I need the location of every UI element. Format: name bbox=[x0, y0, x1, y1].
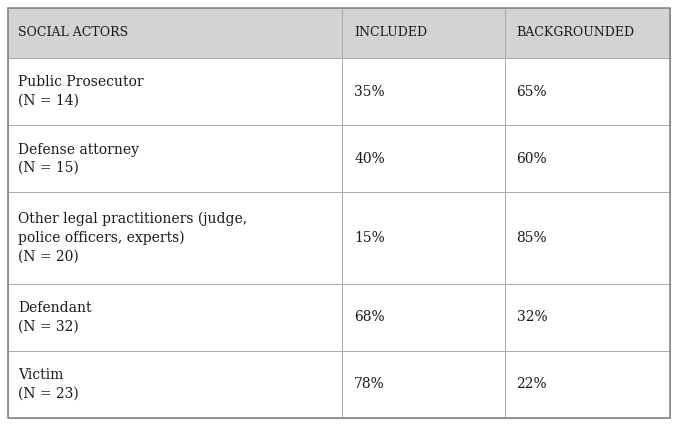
Text: 65%: 65% bbox=[517, 84, 547, 98]
Bar bbox=[8, 351, 342, 418]
Text: SOCIAL ACTORS: SOCIAL ACTORS bbox=[18, 26, 128, 40]
Text: BACKGROUNDED: BACKGROUNDED bbox=[517, 26, 635, 40]
Text: 60%: 60% bbox=[517, 152, 547, 166]
Text: 85%: 85% bbox=[517, 231, 547, 245]
Text: 78%: 78% bbox=[355, 377, 385, 391]
Bar bbox=[342, 8, 504, 58]
Text: 32%: 32% bbox=[517, 310, 547, 324]
Bar bbox=[504, 58, 670, 125]
Bar bbox=[342, 284, 504, 351]
Bar bbox=[342, 58, 504, 125]
Bar bbox=[8, 193, 342, 284]
Bar bbox=[8, 284, 342, 351]
Text: 22%: 22% bbox=[517, 377, 547, 391]
Text: Other legal practitioners (judge,
police officers, experts)
(N = 20): Other legal practitioners (judge, police… bbox=[18, 212, 247, 264]
Text: Public Prosecutor
(N = 14): Public Prosecutor (N = 14) bbox=[18, 75, 144, 108]
Bar bbox=[342, 193, 504, 284]
Bar bbox=[504, 351, 670, 418]
Text: INCLUDED: INCLUDED bbox=[355, 26, 427, 40]
Text: 35%: 35% bbox=[355, 84, 385, 98]
Bar bbox=[342, 125, 504, 193]
Bar bbox=[8, 58, 342, 125]
Text: 40%: 40% bbox=[355, 152, 385, 166]
Bar bbox=[504, 193, 670, 284]
Text: Defendant
(N = 32): Defendant (N = 32) bbox=[18, 301, 92, 334]
Bar bbox=[504, 125, 670, 193]
Text: 15%: 15% bbox=[355, 231, 385, 245]
Text: 68%: 68% bbox=[355, 310, 385, 324]
Bar bbox=[504, 284, 670, 351]
Bar bbox=[8, 8, 342, 58]
Bar bbox=[8, 125, 342, 193]
Text: Defense attorney
(N = 15): Defense attorney (N = 15) bbox=[18, 143, 139, 175]
Bar bbox=[504, 8, 670, 58]
Bar bbox=[342, 351, 504, 418]
Text: Victim
(N = 23): Victim (N = 23) bbox=[18, 368, 79, 400]
